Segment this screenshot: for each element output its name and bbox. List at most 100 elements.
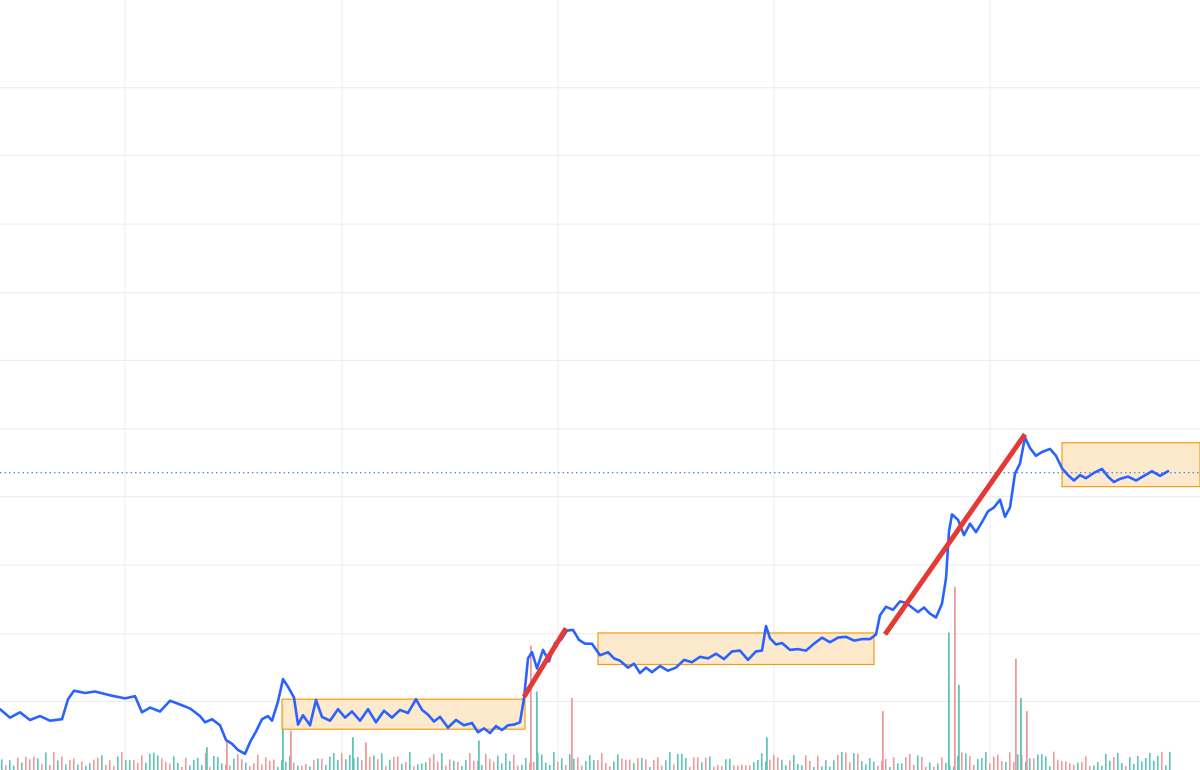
- volume-bar: [849, 762, 851, 770]
- volume-bar: [1001, 760, 1003, 770]
- volume-bar: [509, 761, 511, 770]
- volume-bar: [253, 763, 255, 770]
- volume-bar: [1069, 763, 1071, 770]
- volume-bar: [381, 753, 383, 770]
- price-line-series-1: [0, 436, 1170, 756]
- volume-bar: [305, 764, 307, 770]
- volume-bar: [1097, 761, 1099, 770]
- volume-bar: [37, 758, 39, 770]
- volume-bar: [1157, 755, 1159, 770]
- volume-bar: [993, 756, 995, 770]
- volume-bar: [1109, 760, 1111, 770]
- volume-bar: [1029, 758, 1031, 770]
- volume-bar: [497, 755, 499, 770]
- volume-bar: [105, 764, 107, 770]
- trend-line-1[interactable]: [521, 627, 569, 699]
- trend-line-2[interactable]: [882, 432, 1028, 636]
- volume-bar: [797, 763, 799, 770]
- volume-bar: [173, 756, 175, 770]
- volume-bar: [1101, 765, 1103, 770]
- volume-bar: [229, 765, 231, 770]
- volume-bar: [517, 765, 519, 770]
- volume-bar: [193, 759, 195, 770]
- trend-lines[interactable]: [521, 432, 1028, 699]
- volume-bar: [733, 765, 735, 770]
- volume-bar: [521, 764, 523, 770]
- volume-bar: [273, 759, 275, 770]
- volume-bar: [1141, 761, 1143, 770]
- volume-bar: [1, 759, 3, 770]
- volume-bar: [281, 759, 283, 770]
- volume-bar: [1033, 758, 1035, 770]
- volume-bar: [425, 762, 427, 770]
- volume-bar: [421, 763, 423, 770]
- volume-bar: [289, 755, 291, 770]
- volume-bar: [969, 756, 971, 770]
- volume-bar: [461, 765, 463, 770]
- volume-bar: [553, 752, 555, 770]
- volume-bar: [225, 764, 227, 770]
- volume-bar: [345, 759, 347, 770]
- volume-bar: [433, 754, 435, 770]
- volume-bar: [33, 756, 35, 770]
- volume-bar: [609, 766, 611, 770]
- volume-bar: [1117, 752, 1119, 770]
- volume-bar: [957, 756, 959, 770]
- volume-bar: [541, 754, 543, 770]
- volume-bar: [61, 756, 63, 770]
- volume-spike: [226, 740, 228, 770]
- volume-bar: [189, 765, 191, 770]
- volume-bar: [397, 756, 399, 770]
- volume-bar: [245, 762, 247, 770]
- volume-bar: [729, 758, 731, 770]
- volume-bar: [1129, 757, 1131, 770]
- volume-bar: [209, 766, 211, 770]
- volume-bar: [785, 765, 787, 770]
- volume-bar: [977, 759, 979, 770]
- volume-spike: [478, 740, 480, 770]
- volume-bar: [221, 763, 223, 770]
- volume-bar: [489, 758, 491, 770]
- volume-bar: [13, 765, 15, 770]
- volume-bar: [665, 760, 667, 770]
- consolidation-zone-2[interactable]: [597, 632, 875, 666]
- volume-bar: [361, 760, 363, 770]
- volume-bar: [873, 761, 875, 770]
- volume-bar: [605, 763, 607, 770]
- consolidation-zone-3[interactable]: [1061, 442, 1200, 488]
- consolidation-zone-1[interactable]: [281, 698, 526, 730]
- volume-bar: [637, 758, 639, 770]
- volume-bar: [821, 766, 823, 770]
- volume-bar: [789, 760, 791, 770]
- volume-bar: [801, 765, 803, 770]
- volume-bar: [1125, 765, 1127, 770]
- volume-bar: [45, 752, 47, 770]
- volume-bar: [757, 759, 759, 770]
- volume-spike: [536, 691, 538, 770]
- volume-bar: [325, 765, 327, 770]
- volume-bar: [177, 762, 179, 770]
- volume-bar: [613, 761, 615, 770]
- volume-bar: [369, 756, 371, 770]
- volume-bar: [877, 765, 879, 770]
- volume-bar: [545, 762, 547, 770]
- volume-bar: [805, 755, 807, 770]
- consolidation-zones: [281, 442, 1200, 730]
- volume-bar: [845, 752, 847, 770]
- volume-bar: [697, 757, 699, 770]
- volume-bar: [577, 757, 579, 770]
- volume-bar: [573, 758, 575, 770]
- volume-bar: [765, 761, 767, 770]
- volume-spike: [282, 704, 284, 770]
- volume-bar: [769, 759, 771, 770]
- volume-bar: [945, 763, 947, 770]
- volume-bar: [737, 765, 739, 770]
- volume-bar: [953, 766, 955, 770]
- volume-bar: [853, 752, 855, 770]
- volume-spike: [1026, 711, 1028, 770]
- volume-bar: [565, 765, 567, 770]
- volume-bar: [585, 761, 587, 770]
- volume-bar: [85, 765, 87, 770]
